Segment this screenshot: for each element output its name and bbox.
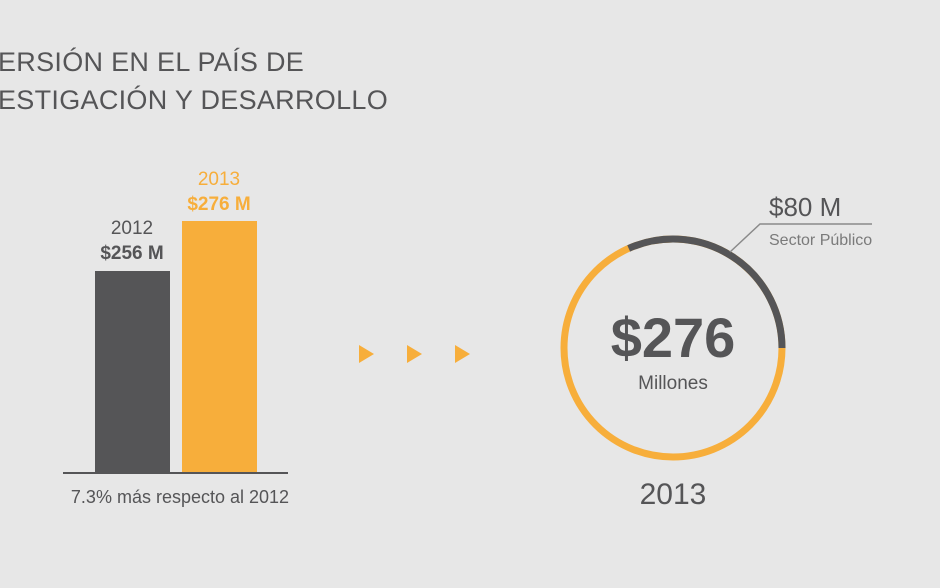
title-line-1: ERSIÓN EN EL PAÍS DE: [0, 47, 305, 77]
chart-title: ERSIÓN EN EL PAÍS DE ESTIGACIÓN Y DESARR…: [0, 43, 388, 119]
callout-label: Sector Público: [769, 232, 873, 249]
donut-unit: Millones: [638, 373, 708, 394]
bar-2013: [182, 221, 257, 473]
donut-total: $276: [610, 306, 736, 369]
donut-arc-sector-publico: [627, 235, 786, 349]
bar-2012: [95, 271, 170, 473]
bar-2012-value: $256 M: [100, 243, 164, 264]
bar-2013-year: 2013: [197, 169, 241, 190]
bar-2013-value: $276 M: [187, 194, 251, 215]
title-line-2: ESTIGACIÓN Y DESARROLLO: [0, 85, 389, 115]
arrow-right-icon: [407, 345, 422, 363]
callout-value: $80 M: [769, 192, 842, 222]
callout-leader-line: [729, 223, 872, 253]
arrow-right-icon: [359, 345, 374, 363]
arrow-right-icon: [455, 345, 470, 363]
donut-year: 2013: [639, 478, 707, 511]
x-axis-line: [63, 472, 288, 474]
growth-note: 7.3% más respecto al 2012: [70, 487, 290, 507]
bar-2012-year: 2012: [110, 218, 154, 239]
